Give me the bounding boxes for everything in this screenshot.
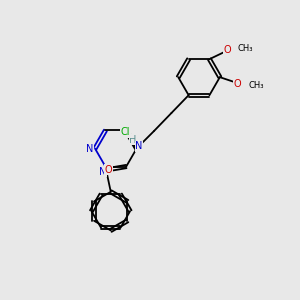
Text: N: N — [86, 143, 93, 154]
Text: CH₃: CH₃ — [248, 81, 264, 90]
Text: O: O — [224, 45, 231, 55]
Text: N: N — [135, 141, 142, 151]
Text: CH₃: CH₃ — [238, 44, 253, 53]
Text: Cl: Cl — [121, 127, 130, 137]
Text: O: O — [234, 79, 242, 89]
Text: N: N — [99, 167, 106, 177]
Text: O: O — [105, 164, 112, 175]
Text: H: H — [129, 135, 136, 145]
